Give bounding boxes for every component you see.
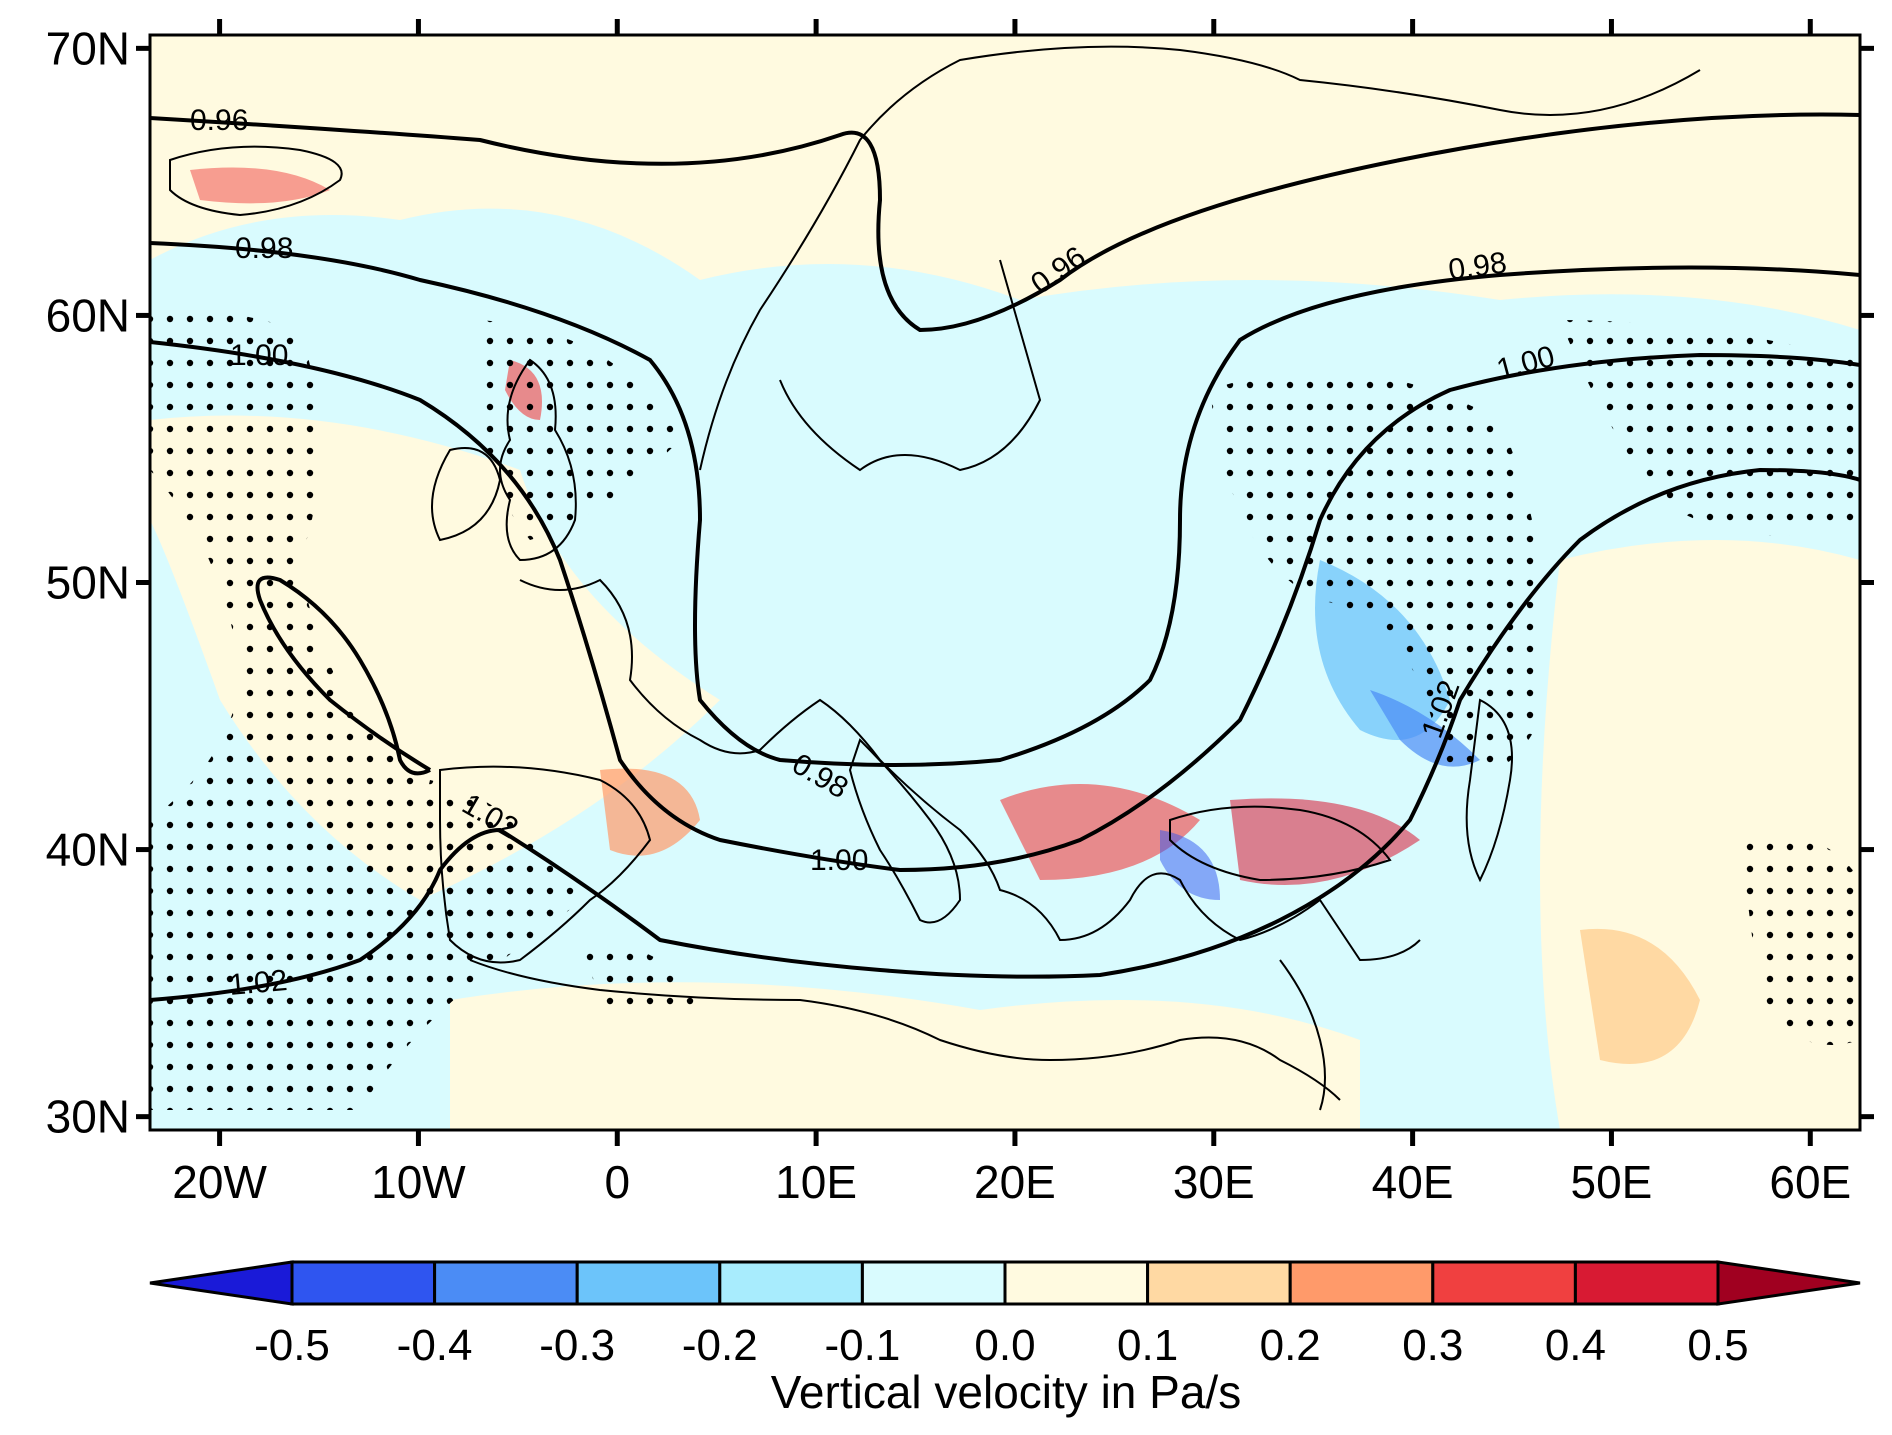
colorbar-tick-label: 0.3 [1402,1321,1463,1370]
coast-east-med [1279,959,1326,1111]
lon-tick-label: 10E [775,1156,857,1208]
contours [150,112,1860,1002]
coast-europe-main [519,578,1421,962]
contour-label-098-west: 0.98 [235,232,293,265]
coast-caspian [1465,698,1513,883]
lon-tick-label: 30E [1173,1156,1255,1208]
coast-britain [499,358,577,562]
coast-italy [848,738,962,924]
colorbar-tick-label: 0.2 [1260,1321,1321,1370]
contour-096-north [150,112,1860,333]
lon-tick-label: 0 [604,1156,630,1208]
lon-tick-label: 10W [371,1156,466,1208]
colorbar-box [1573,1260,1720,1306]
latitude-axis: 70N 60N 50N 40N 30N [46,22,1874,1143]
coast-iceland [169,145,343,217]
contour-label-098-east: 0.98 [1446,246,1508,287]
lat-tick-label: 70N [46,22,130,74]
contour-102-loop [255,575,432,776]
lon-tick-label: 50E [1571,1156,1653,1208]
colorbar-box [1288,1260,1435,1306]
coast-scandinavia [699,45,1701,472]
contour-label-100-west: 1.00 [230,339,288,372]
map-panel: 0.96 0.96 0.98 0.98 0.98 1.00 1.00 1.00 … [150,35,1860,1130]
shading-negative-greece [1160,830,1220,900]
shading-positive-iberia [600,768,700,856]
lat-tick-label: 30N [46,1091,130,1143]
shading-positive-kazakh [1580,928,1700,1064]
colorbar-tick-label: 0.1 [1117,1321,1178,1370]
stipple-region-britain [478,320,680,540]
colorbar-box [718,1260,864,1306]
stipple-region-iberia [422,780,580,952]
contour-098 [150,241,1860,767]
contour-100 [150,340,1860,873]
colorbar-tick-label: -0.4 [397,1321,473,1370]
contour-label-096-west: 0.96 [190,104,248,137]
colorbar-tick-label: 0.4 [1545,1321,1606,1370]
coast-black-sea [1169,805,1392,882]
coast-ireland [431,447,502,542]
contour-102-outer [150,467,1860,1002]
stipple-region-east [1740,835,1860,1045]
colorbar-min-triangle [149,1260,294,1306]
lon-tick-label: 20E [974,1156,1056,1208]
colorbar-tick-label: -0.5 [254,1321,330,1370]
lat-tick-label: 60N [46,289,130,341]
colorbar-tick-label: -0.2 [682,1321,758,1370]
colorbar-box [1003,1260,1150,1306]
lon-tick-label: 20W [172,1156,267,1208]
coastlines [169,45,1701,1111]
colorbar-box [860,1260,1007,1306]
stipple-region-russia [1210,370,1545,774]
colorbar: -0.5 -0.4 -0.3 -0.2 -0.1 0.0 0.1 0.2 0.3 0.4 0.5 [149,1260,1861,1370]
colorbar-box [1146,1260,1292,1306]
colorbar-box [1431,1260,1577,1306]
contour-label-100-center: 1.00 [810,844,868,877]
lat-tick-label: 50N [46,557,130,609]
colorbar-box [433,1260,579,1306]
shading-positive-turkey [1230,798,1420,885]
colorbar-max-triangle [1716,1260,1861,1306]
colorbar-tick-label: 0.0 [974,1321,1035,1370]
coast-iberia [439,765,652,964]
shading-positive-balkans [1000,784,1200,880]
shading-positive-iceland [190,167,330,204]
colorbar-tick-label: -0.1 [824,1321,900,1370]
shading-positive-north [150,35,1860,330]
colorbar-box [575,1260,722,1306]
lon-tick-label: 60E [1769,1156,1851,1208]
lat-tick-label: 40N [46,824,130,876]
colorbar-box [290,1260,437,1306]
significance-stippling [150,300,1860,1110]
colorbar-tick-label: -0.3 [539,1321,615,1370]
contour-label-102-west: 1.02 [228,964,289,1002]
colorbar-tick-label: 0.5 [1687,1321,1748,1370]
shading-positive-africa [450,982,1360,1130]
lon-tick-label: 40E [1372,1156,1454,1208]
stipple-region-caspian [1560,320,1860,536]
colorbar-title: Vertical velocity in Pa/s [771,1366,1241,1418]
longitude-axis: 20W 10W 0 10E 20E 30E 40E 50E 60E [172,19,1851,1208]
coast-north-africa [469,959,1341,1101]
